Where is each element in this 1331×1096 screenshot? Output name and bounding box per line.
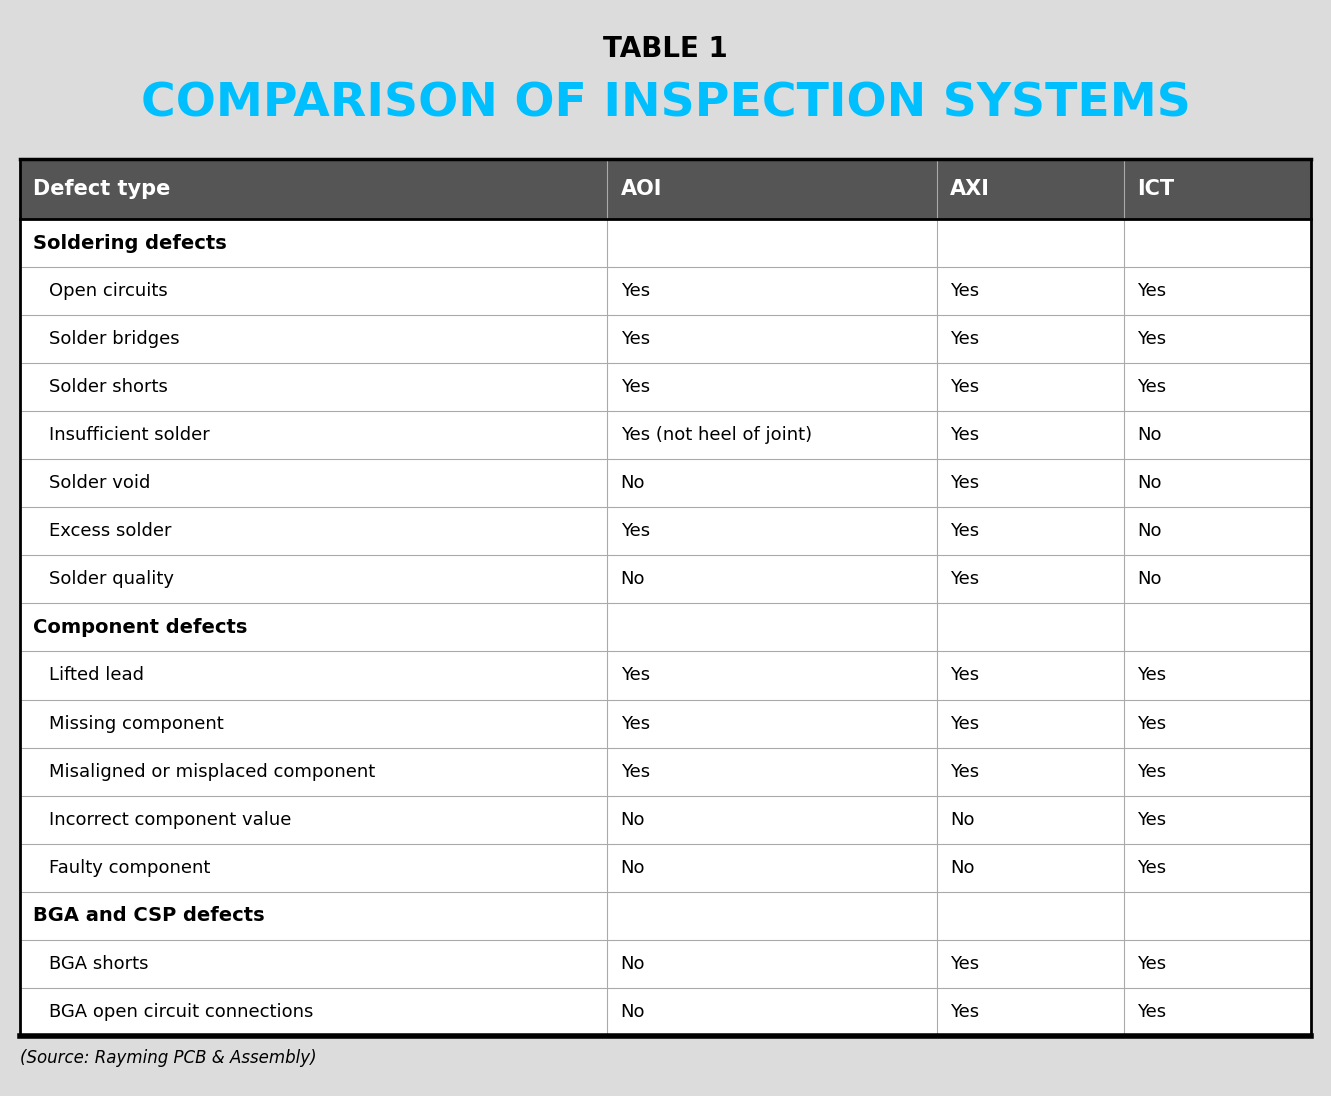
Text: Yes: Yes <box>950 426 980 444</box>
Text: No: No <box>620 858 646 877</box>
Text: No: No <box>1137 426 1162 444</box>
Text: TABLE 1: TABLE 1 <box>603 35 728 64</box>
Text: Solder quality: Solder quality <box>49 570 174 589</box>
Bar <box>20 507 1311 556</box>
Text: BGA and CSP defects: BGA and CSP defects <box>33 906 265 925</box>
Text: Yes: Yes <box>1137 378 1166 397</box>
Bar <box>20 363 1311 411</box>
Text: No: No <box>950 858 974 877</box>
Text: Yes: Yes <box>620 523 650 540</box>
Text: BGA shorts: BGA shorts <box>49 955 149 972</box>
Text: Yes: Yes <box>950 378 980 397</box>
Text: AOI: AOI <box>620 179 662 199</box>
Text: Yes: Yes <box>620 666 650 685</box>
Bar <box>20 316 1311 363</box>
Bar <box>20 651 1311 699</box>
Text: (Source: Rayming PCB & Assembly): (Source: Rayming PCB & Assembly) <box>20 1049 317 1066</box>
Text: Yes: Yes <box>620 763 650 780</box>
Text: Yes: Yes <box>1137 666 1166 685</box>
Text: Missing component: Missing component <box>49 715 224 732</box>
Text: No: No <box>620 570 646 589</box>
Text: Yes: Yes <box>950 475 980 492</box>
Text: Defect type: Defect type <box>33 179 170 199</box>
Text: Soldering defects: Soldering defects <box>33 233 228 253</box>
Text: ICT: ICT <box>1137 179 1174 199</box>
Text: No: No <box>950 811 974 829</box>
Bar <box>20 459 1311 507</box>
Text: Solder void: Solder void <box>49 475 150 492</box>
Bar <box>20 747 1311 796</box>
Text: Yes: Yes <box>1137 715 1166 732</box>
Text: Yes: Yes <box>950 570 980 589</box>
Text: Yes: Yes <box>1137 811 1166 829</box>
Text: Yes: Yes <box>950 1003 980 1020</box>
Bar <box>20 411 1311 459</box>
Text: Misaligned or misplaced component: Misaligned or misplaced component <box>49 763 375 780</box>
Text: Component defects: Component defects <box>33 618 248 637</box>
Bar <box>20 699 1311 747</box>
Text: Insufficient solder: Insufficient solder <box>49 426 210 444</box>
Text: Yes: Yes <box>950 666 980 685</box>
Bar <box>20 604 1311 651</box>
Text: No: No <box>1137 475 1162 492</box>
Bar <box>20 939 1311 987</box>
Text: Solder bridges: Solder bridges <box>49 330 180 349</box>
Bar <box>20 987 1311 1036</box>
Text: Yes: Yes <box>950 330 980 349</box>
Bar <box>20 267 1311 316</box>
Text: Excess solder: Excess solder <box>49 523 172 540</box>
Text: Yes: Yes <box>1137 955 1166 972</box>
Bar <box>20 892 1311 939</box>
Text: No: No <box>620 811 646 829</box>
Bar <box>20 844 1311 892</box>
Text: No: No <box>1137 570 1162 589</box>
Text: Incorrect component value: Incorrect component value <box>49 811 291 829</box>
Text: No: No <box>620 1003 646 1020</box>
Text: Yes: Yes <box>620 330 650 349</box>
Text: Open circuits: Open circuits <box>49 283 168 300</box>
Text: Faulty component: Faulty component <box>49 858 210 877</box>
Text: No: No <box>620 475 646 492</box>
Text: Lifted lead: Lifted lead <box>49 666 144 685</box>
Text: Solder shorts: Solder shorts <box>49 378 168 397</box>
Text: Yes: Yes <box>620 283 650 300</box>
Text: Yes: Yes <box>1137 283 1166 300</box>
Text: Yes: Yes <box>1137 763 1166 780</box>
Text: Yes: Yes <box>620 715 650 732</box>
Bar <box>20 796 1311 844</box>
Bar <box>20 219 1311 267</box>
Text: Yes: Yes <box>950 523 980 540</box>
Text: Yes: Yes <box>950 715 980 732</box>
Text: BGA open circuit connections: BGA open circuit connections <box>49 1003 314 1020</box>
Text: COMPARISON OF INSPECTION SYSTEMS: COMPARISON OF INSPECTION SYSTEMS <box>141 81 1190 127</box>
Text: Yes (not heel of joint): Yes (not heel of joint) <box>620 426 812 444</box>
Text: AXI: AXI <box>950 179 990 199</box>
Text: Yes: Yes <box>1137 858 1166 877</box>
Bar <box>20 556 1311 604</box>
Text: No: No <box>1137 523 1162 540</box>
Text: Yes: Yes <box>950 283 980 300</box>
Text: Yes: Yes <box>950 763 980 780</box>
Text: Yes: Yes <box>1137 330 1166 349</box>
Text: Yes: Yes <box>1137 1003 1166 1020</box>
Text: Yes: Yes <box>950 955 980 972</box>
Bar <box>20 159 1311 219</box>
Text: Yes: Yes <box>620 378 650 397</box>
Text: No: No <box>620 955 646 972</box>
